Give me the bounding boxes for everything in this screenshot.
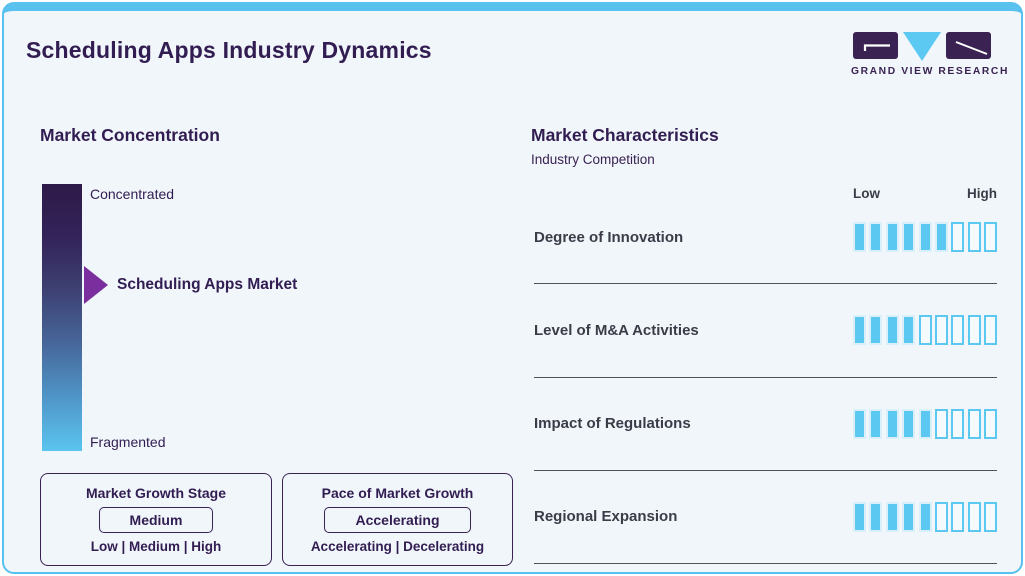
page-title: Scheduling Apps Industry Dynamics xyxy=(26,37,432,63)
rating-bar xyxy=(853,315,997,346)
rating-segment-empty xyxy=(934,408,948,439)
rating-segment-filled xyxy=(853,501,866,532)
characteristic-row: Level of M&A Activities xyxy=(534,284,997,378)
rating-segment-filled xyxy=(885,501,899,532)
characteristic-label: Regional Expansion xyxy=(534,508,678,526)
market-characteristics-heading: Market Characteristics xyxy=(531,125,719,145)
pace-title: Pace of Market Growth xyxy=(321,485,474,501)
rating-segment-empty xyxy=(984,315,997,346)
rating-segment-filled xyxy=(869,222,883,253)
market-concentration-heading: Market Concentration xyxy=(40,125,220,145)
growth-stage-title: Market Growth Stage xyxy=(85,485,227,501)
rating-segment-filled xyxy=(902,408,916,439)
rating-segment-filled xyxy=(902,222,916,253)
rating-segment-filled xyxy=(869,408,883,439)
rating-segment-empty xyxy=(984,501,997,532)
rating-segment-filled xyxy=(918,501,932,532)
characteristic-label: Impact of Regulations xyxy=(534,415,691,433)
market-growth-stage-box: Market Growth Stage Medium Low | Medium … xyxy=(40,473,272,566)
rating-segment-empty xyxy=(967,501,981,532)
characteristic-row: Regional Expansion xyxy=(534,471,997,564)
rating-segment-empty xyxy=(967,408,981,439)
rating-segment-empty xyxy=(951,315,965,346)
rating-scale-labels: Low High xyxy=(853,186,997,201)
market-pointer-arrow-icon xyxy=(84,266,108,304)
rating-segment-empty xyxy=(951,408,965,439)
rating-segment-filled xyxy=(934,222,948,253)
pace-of-growth-box: Pace of Market Growth Accelerating Accel… xyxy=(282,473,513,566)
characteristics-list: Degree of Innovation Level of M&A Activi… xyxy=(534,191,997,564)
rating-segment-filled xyxy=(885,315,899,346)
scale-low-label: Low xyxy=(853,186,880,201)
concentrated-label: Concentrated xyxy=(90,186,175,202)
growth-stage-value-badge: Medium xyxy=(98,507,214,533)
gvr-logo-icon xyxy=(853,32,991,61)
rating-segment-empty xyxy=(967,315,981,346)
rating-segment-empty xyxy=(934,315,948,346)
rating-bar xyxy=(853,222,997,253)
rating-segment-filled xyxy=(918,408,932,439)
rating-segment-filled xyxy=(853,222,866,253)
rating-segment-filled xyxy=(885,408,899,439)
rating-segment-filled xyxy=(918,222,932,253)
concentration-gradient-bar xyxy=(42,184,82,451)
characteristic-row: Impact of Regulations xyxy=(534,378,997,471)
rating-bar xyxy=(853,501,997,532)
growth-stage-options: Low | Medium | High xyxy=(90,539,222,554)
rating-segment-empty xyxy=(984,408,997,439)
rating-segment-filled xyxy=(869,501,883,532)
rating-segment-empty xyxy=(951,222,965,253)
rating-segment-empty xyxy=(918,315,932,346)
rating-bar xyxy=(853,408,997,439)
rating-segment-filled xyxy=(853,408,866,439)
characteristic-row: Degree of Innovation xyxy=(534,191,997,285)
rating-segment-filled xyxy=(853,315,866,346)
rating-segment-filled xyxy=(869,315,883,346)
rating-segment-empty xyxy=(951,501,965,532)
pace-options: Accelerating | Decelerating xyxy=(310,539,485,554)
industry-competition-subtitle: Industry Competition xyxy=(531,152,655,167)
rating-segment-filled xyxy=(902,315,916,346)
brand-name: GRAND VIEW RESEARCH xyxy=(851,66,1009,77)
fragmented-label: Fragmented xyxy=(90,434,166,450)
rating-segment-filled xyxy=(902,501,916,532)
market-pointer-label: Scheduling Apps Market xyxy=(117,276,298,293)
rating-segment-empty xyxy=(934,501,948,532)
characteristic-label: Degree of Innovation xyxy=(534,228,684,246)
scale-high-label: High xyxy=(967,186,997,201)
rating-segment-empty xyxy=(967,222,981,253)
characteristic-label: Level of M&A Activities xyxy=(534,321,699,339)
brand-logo: GRAND VIEW RESEARCH xyxy=(851,29,1009,77)
pace-value-badge: Accelerating xyxy=(324,507,471,533)
rating-segment-filled xyxy=(885,222,899,253)
rating-segment-empty xyxy=(984,222,997,253)
